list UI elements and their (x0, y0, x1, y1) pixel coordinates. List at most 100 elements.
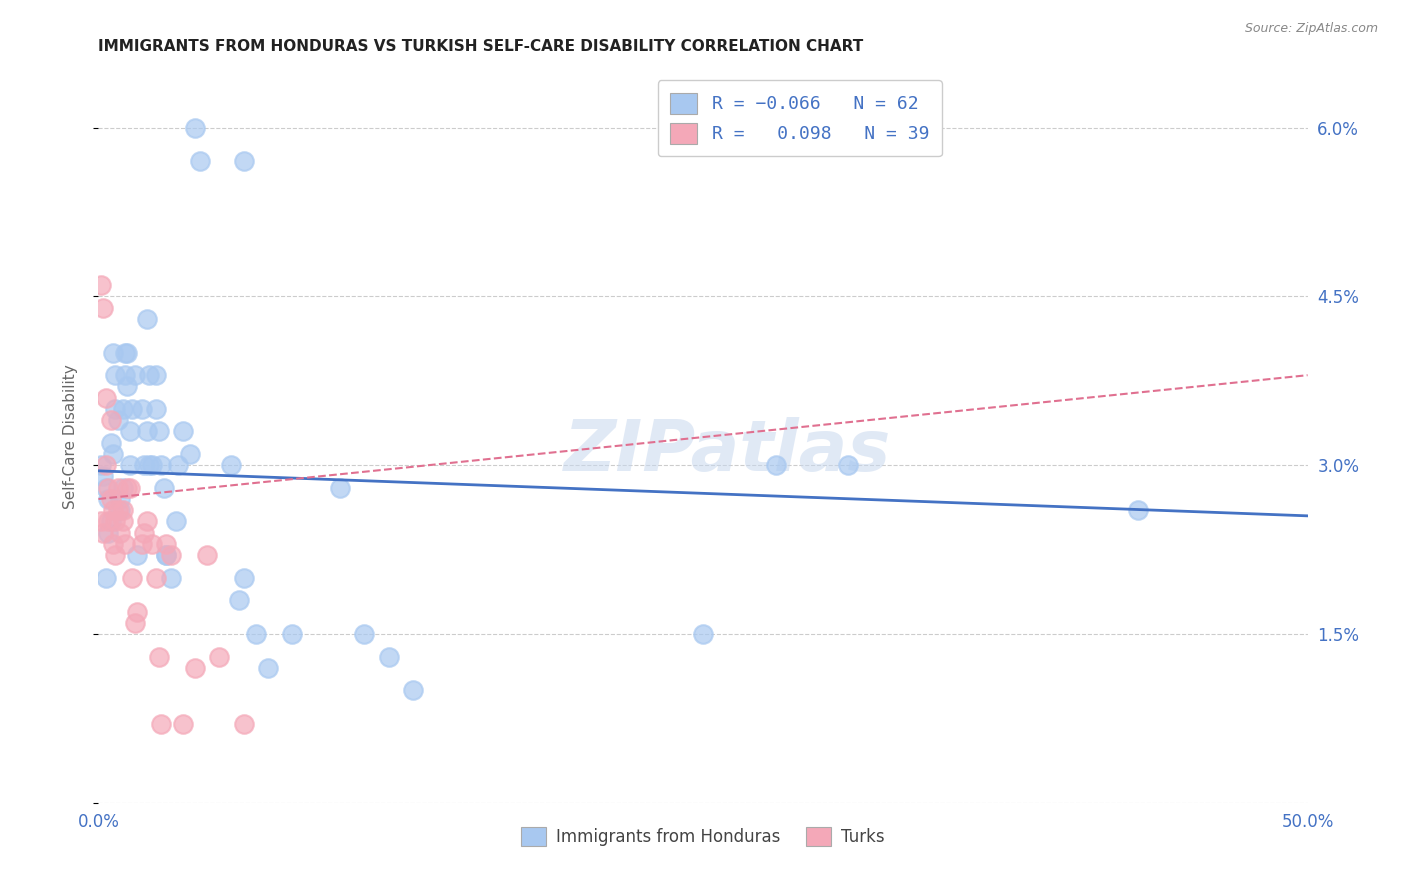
Point (692, 627, 714, 641)
Legend: Immigrants from Honduras, Turks: Immigrants from Honduras, Turks (515, 821, 891, 853)
Point (107, 413, 129, 427)
Point (111, 503, 134, 517)
Point (94, 481, 117, 495)
Point (160, 548, 183, 562)
Point (118, 458, 141, 473)
Text: Source: ZipAtlas.com: Source: ZipAtlas.com (1244, 22, 1378, 36)
Point (329, 481, 352, 495)
Point (135, 312, 157, 326)
Point (184, 120, 207, 135)
Point (118, 425, 141, 439)
Point (127, 605, 149, 619)
Point (101, 345, 124, 359)
Point (179, 447, 201, 461)
Point (145, 571, 167, 585)
Point (245, 627, 267, 641)
Point (108, 525, 131, 540)
Point (104, 515, 127, 529)
Point (90, 458, 112, 473)
Point (100, 413, 122, 427)
Point (94, 458, 117, 473)
Point (127, 548, 149, 562)
Point (160, 571, 183, 585)
Point (167, 458, 190, 473)
Point (228, 593, 250, 607)
Point (281, 627, 304, 641)
Point (101, 447, 124, 461)
Point (90, 278, 112, 293)
Point (107, 503, 129, 517)
Point (111, 515, 134, 529)
Point (150, 717, 173, 731)
Point (111, 481, 134, 495)
Point (184, 661, 207, 675)
Point (172, 425, 194, 439)
Point (101, 503, 124, 517)
Point (195, 548, 218, 562)
Point (188, 154, 211, 169)
Point (121, 401, 143, 416)
Point (100, 435, 122, 450)
Point (91, 301, 114, 315)
Point (90, 515, 112, 529)
Point (152, 481, 174, 495)
Point (91, 525, 114, 540)
Point (138, 368, 160, 383)
Point (141, 458, 163, 473)
Point (135, 515, 157, 529)
Point (107, 481, 129, 495)
Point (765, 458, 787, 473)
Point (117, 481, 139, 495)
Point (97, 491, 120, 506)
Point (134, 525, 156, 540)
Point (121, 571, 143, 585)
Point (117, 345, 139, 359)
Point (124, 615, 146, 630)
Point (150, 458, 173, 473)
Point (101, 537, 124, 551)
Point (94, 391, 117, 405)
Point (232, 571, 254, 585)
Point (145, 401, 167, 416)
Point (108, 491, 131, 506)
Point (145, 368, 167, 383)
Point (1128, 503, 1150, 517)
Y-axis label: Self-Care Disability: Self-Care Disability (63, 365, 77, 509)
Point (94, 571, 117, 585)
Text: ZIPatlas: ZIPatlas (564, 417, 891, 486)
Point (232, 717, 254, 731)
Point (114, 537, 136, 551)
Point (97, 481, 120, 495)
Point (131, 537, 153, 551)
Point (172, 717, 194, 731)
Point (148, 649, 170, 664)
Point (97, 515, 120, 529)
Point (117, 379, 139, 393)
Point (138, 458, 160, 473)
Point (155, 537, 177, 551)
Point (377, 649, 399, 664)
Point (114, 368, 136, 383)
Point (134, 458, 156, 473)
Point (155, 548, 177, 562)
Point (837, 458, 859, 473)
Point (221, 458, 243, 473)
Point (100, 515, 122, 529)
Point (97, 525, 120, 540)
Point (111, 401, 134, 416)
Point (155, 548, 177, 562)
Point (124, 368, 146, 383)
Point (232, 154, 254, 169)
Point (118, 481, 141, 495)
Point (353, 627, 375, 641)
Point (91, 469, 114, 483)
Point (108, 503, 131, 517)
Point (104, 401, 127, 416)
Point (114, 345, 136, 359)
Point (135, 425, 157, 439)
Point (256, 661, 278, 675)
Point (141, 537, 163, 551)
Point (165, 515, 187, 529)
Point (148, 425, 170, 439)
Point (100, 491, 122, 506)
